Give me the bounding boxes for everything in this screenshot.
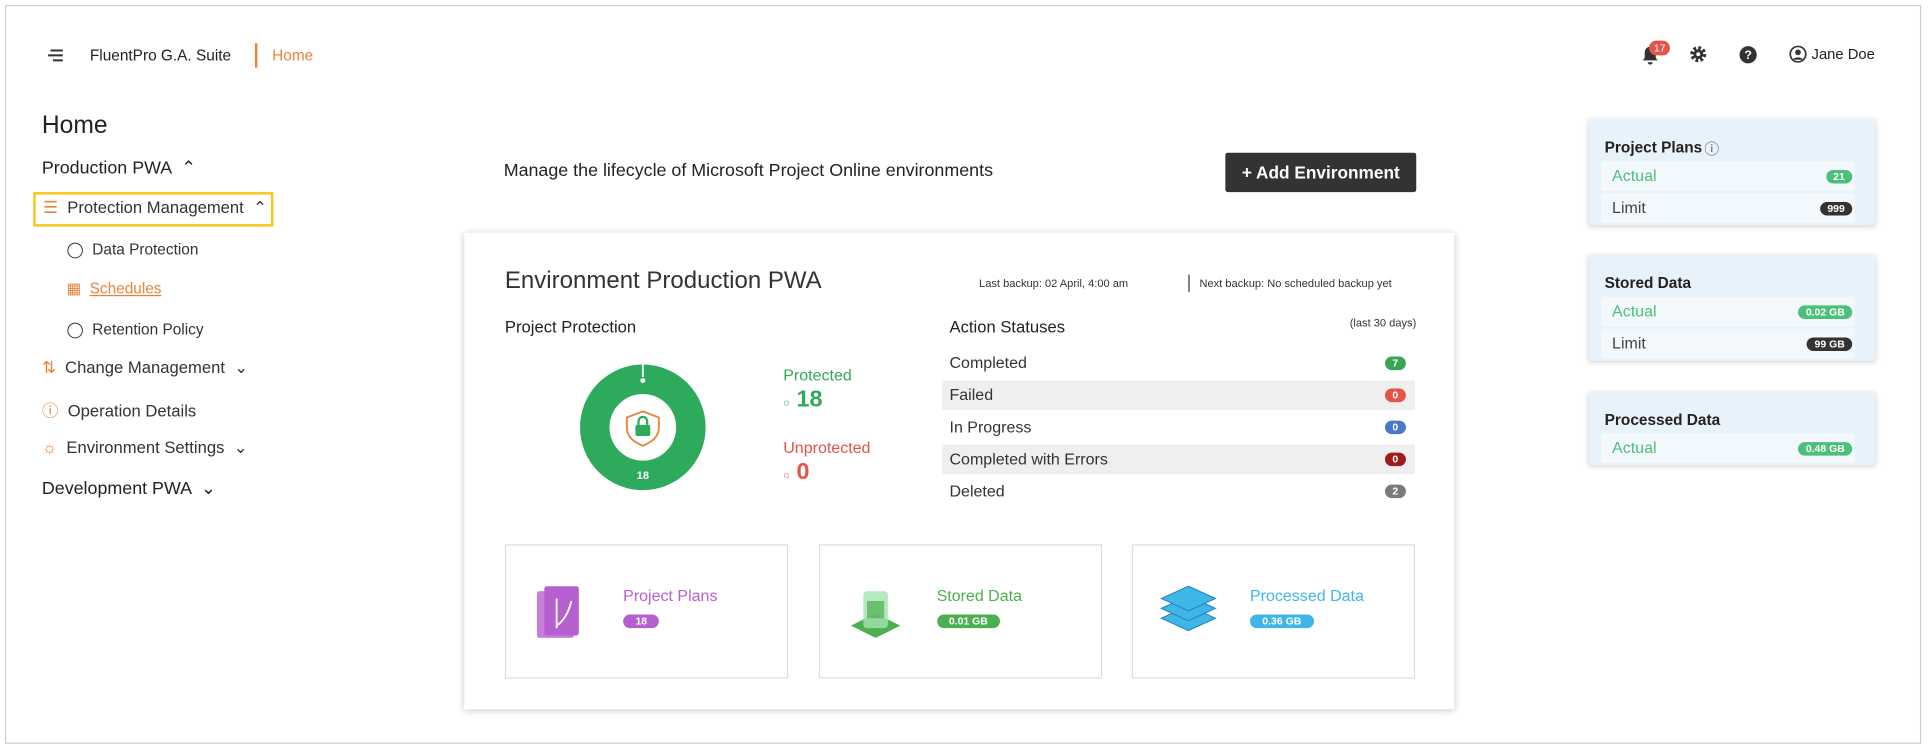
help-icon[interactable]: ? <box>1739 46 1757 64</box>
protected-number: 18 <box>796 386 823 413</box>
nav-label: Operation Details <box>67 401 197 420</box>
tile-icon <box>850 591 900 638</box>
period: (last 30 days) <box>1349 316 1417 329</box>
status-count: 7 <box>1384 356 1406 371</box>
panel-row <box>1600 161 1855 191</box>
tile-icon <box>1160 585 1217 632</box>
breadcrumb[interactable]: Home <box>272 46 314 65</box>
svg-text:?: ? <box>1744 48 1752 62</box>
status-label: Completed <box>949 353 1027 372</box>
user-icon[interactable] <box>1789 45 1807 63</box>
tile-icon <box>536 586 579 638</box>
status-count: 0 <box>1384 452 1406 467</box>
nav-label: Schedules <box>89 280 162 298</box>
environment-title: Environment Production PWA <box>504 267 822 295</box>
donut-tick-dot <box>639 376 647 385</box>
nav-item-active[interactable]: ▦ Schedules <box>66 280 162 298</box>
panel-title: Project Plans <box>1604 139 1703 157</box>
unprotected-number: 0 <box>796 459 810 486</box>
row-label: Limit <box>1612 198 1646 217</box>
user-name[interactable]: Jane Doe <box>1811 45 1875 63</box>
status-label: Failed <box>949 385 994 404</box>
panel-title: Stored Data <box>1604 274 1692 292</box>
unprotected-value: ○ 0 <box>783 459 810 486</box>
nav-label: Retention Policy <box>92 320 204 339</box>
nav-item[interactable]: ◯ Data Protection <box>66 240 199 259</box>
nav-item[interactable]: ⓘ Operation Details <box>41 401 197 420</box>
nav-label: Change Management <box>65 358 225 377</box>
tile-label: Stored Data <box>936 586 1022 605</box>
protected-label: Protected <box>783 365 852 385</box>
nav-group[interactable]: Development PWA ⌄ <box>41 479 216 499</box>
nav-label: Development PWA <box>41 479 192 499</box>
frame <box>4 4 1922 744</box>
protected-value: ○ 18 <box>783 386 823 413</box>
nav-item[interactable]: ☼ Environment Settings ⌄ <box>41 438 248 457</box>
settings-icon[interactable] <box>1688 44 1708 64</box>
nav-label: Environment Settings <box>66 438 225 457</box>
panel-row <box>1600 193 1855 223</box>
nav-group[interactable]: Production PWA ⌃ <box>41 158 197 179</box>
nav-item[interactable]: ◯ Retention Policy <box>66 320 204 339</box>
info-icon[interactable]: ⓘ <box>1704 140 1720 158</box>
row-value: 99 GB <box>1807 337 1853 351</box>
next-backup: Next backup: No scheduled backup yet <box>1199 277 1392 290</box>
status-label: In Progress <box>949 417 1032 436</box>
status-label: Deleted <box>949 481 1005 501</box>
add-environment-button[interactable]: + Add Environment <box>1225 152 1417 193</box>
last-backup: Last backup: 02 April, 4:00 am <box>979 277 1129 290</box>
page-title: Home <box>41 112 108 140</box>
row-value: 0.02 GB <box>1798 305 1853 319</box>
section-title: Project Protection <box>504 317 637 337</box>
row-value: 21 <box>1825 169 1853 184</box>
row-value: 0.48 GB <box>1798 442 1853 456</box>
row-label: Actual <box>1612 438 1657 457</box>
status-count: 0 <box>1384 420 1406 435</box>
lock-icon <box>635 424 651 436</box>
app-name[interactable]: FluentPro G.A. Suite <box>89 46 232 65</box>
protection-donut: 18 <box>580 364 706 491</box>
status-count: 2 <box>1384 484 1406 499</box>
nav-label: Data Protection <box>92 240 199 259</box>
nav-item[interactable]: ⇅ Change Management ⌄ <box>41 358 249 377</box>
separator <box>1188 274 1190 292</box>
highlight-box <box>33 192 274 227</box>
tile-label: Project Plans <box>623 586 718 605</box>
row-background <box>942 444 1416 475</box>
lock-shackle <box>637 415 649 425</box>
nav-label: Production PWA <box>41 158 172 179</box>
unprotected-label: Unprotected <box>783 438 871 457</box>
status-label: Completed with Errors <box>949 449 1108 468</box>
row-label: Actual <box>1612 166 1657 185</box>
nav-label: Protection Management <box>67 198 244 217</box>
section-title: Action Statuses <box>949 317 1066 337</box>
tile-value: 18 <box>623 614 660 629</box>
row-background <box>942 380 1416 411</box>
row-value: 999 <box>1819 201 1853 216</box>
panel-title: Processed Data <box>1604 411 1721 429</box>
menu-icon[interactable] <box>46 48 66 63</box>
tile-label: Processed Data <box>1249 586 1364 605</box>
nav-item[interactable]: ☰ Protection Management ⌃ <box>43 198 267 217</box>
tile-value: 0.01 GB <box>936 614 1001 629</box>
divider <box>254 43 258 68</box>
row-label: Limit <box>1612 333 1646 353</box>
intro-text: Manage the lifecycle of Microsoft Projec… <box>503 161 994 182</box>
tile-value: 0.36 GB <box>1249 614 1314 629</box>
row-label: Actual <box>1612 301 1657 321</box>
notification-badge: 17 <box>1648 40 1671 56</box>
status-count: 0 <box>1384 388 1406 403</box>
donut-center-value: 18 <box>637 470 649 482</box>
